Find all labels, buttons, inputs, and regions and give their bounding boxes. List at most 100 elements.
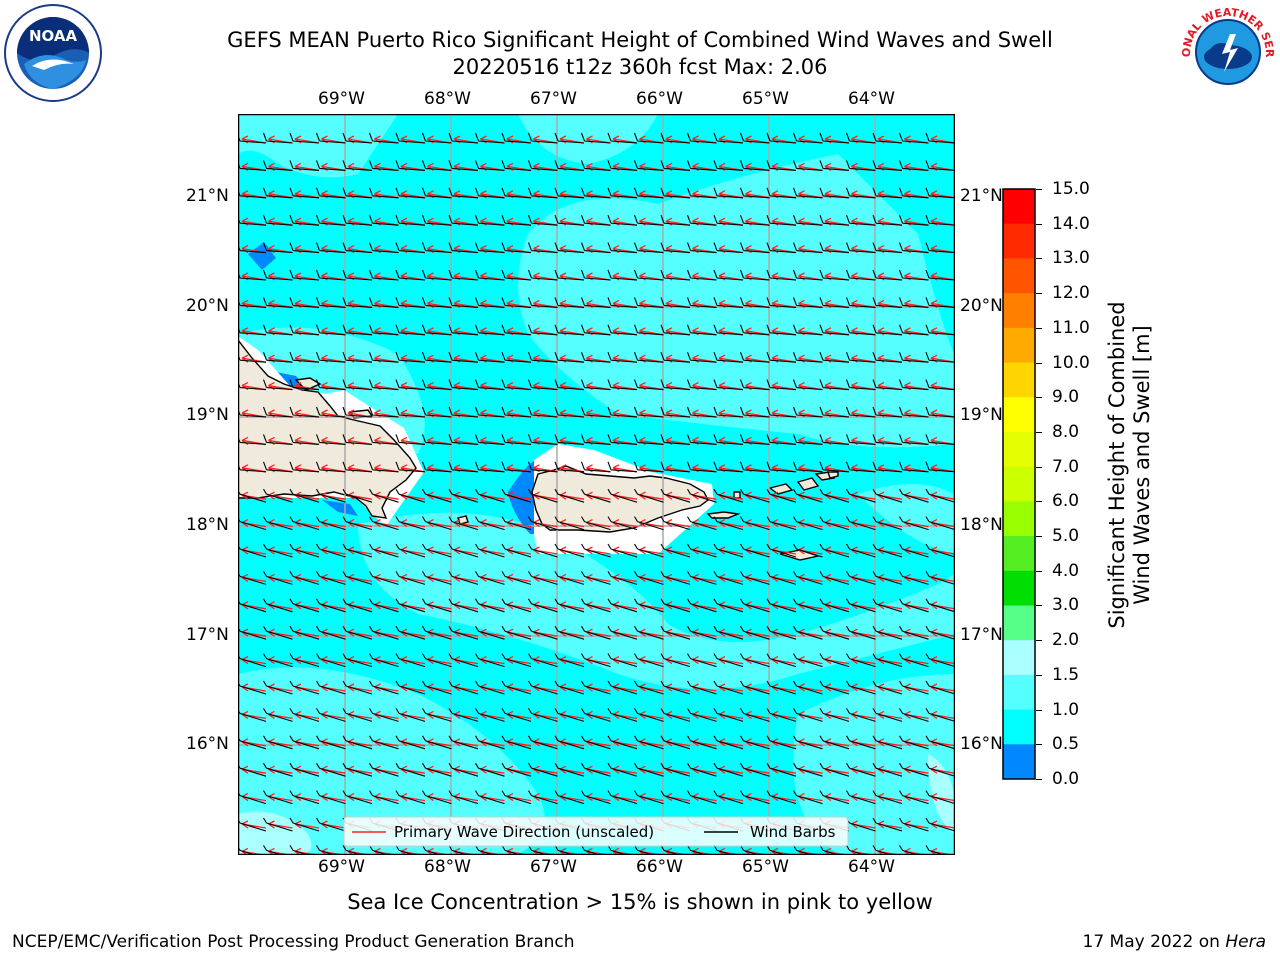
wind-barb (501, 160, 532, 171)
wind-barb (819, 790, 850, 805)
wind-barb (289, 488, 320, 503)
wave-direction-arrows (241, 135, 954, 854)
wind-barb (554, 543, 585, 558)
wind-barb (845, 215, 876, 226)
wind-barb (501, 571, 532, 585)
wind-barb (263, 516, 293, 531)
wind-barb (501, 352, 532, 363)
map-title: GEFS MEAN Puerto Rico Significant Height… (227, 28, 1053, 52)
wind-barb (819, 762, 850, 777)
wind-barb (766, 242, 797, 254)
wind-barb (448, 434, 479, 445)
wind-barb (581, 790, 611, 805)
wind-barb (740, 488, 770, 503)
wind-barb (819, 735, 850, 750)
wind-barb (687, 488, 717, 503)
wind-barb (607, 708, 638, 722)
wind-barb (713, 215, 744, 226)
wind-barb (634, 680, 664, 695)
wind-barb (342, 790, 373, 805)
wind-barb (713, 735, 744, 750)
wind-barb (686, 379, 717, 391)
wind-barb (528, 708, 558, 722)
wind-barb (634, 543, 664, 558)
wind-barb (527, 132, 558, 144)
wind-barb (925, 297, 954, 308)
wind-barb (766, 269, 797, 281)
wind-barb (448, 352, 479, 363)
wind-barb (421, 269, 452, 281)
wind-barb (687, 516, 717, 531)
wind-barb (899, 708, 929, 722)
colorbar-tick-mark (1036, 640, 1042, 642)
wind-barb (581, 680, 611, 695)
wind-barb (263, 708, 293, 722)
wind-barb (766, 625, 797, 640)
wind-barb (448, 680, 479, 695)
wind-barb (528, 571, 558, 585)
wind-barb (315, 160, 346, 171)
wind-barb (713, 434, 744, 445)
wind-barb (421, 132, 452, 144)
wind-barb (262, 215, 293, 226)
wind-barb (315, 187, 346, 199)
wind-barb (660, 708, 691, 722)
wind-barb (580, 297, 611, 308)
wind-barb (580, 160, 611, 171)
wind-barb (501, 598, 532, 613)
colorbar-tick-mark (1036, 674, 1042, 676)
wind-barb (263, 790, 293, 805)
wind-barb (792, 297, 823, 308)
wind-barb (899, 762, 929, 777)
wind-barb (581, 543, 611, 558)
wind-barb (792, 242, 823, 254)
wind-barb (554, 160, 585, 171)
wind-barb (819, 297, 850, 308)
wind-barb (819, 488, 850, 503)
wind-barb (289, 845, 307, 854)
lat-label-right: 21°N (960, 186, 1003, 206)
wind-barb (660, 571, 691, 585)
wind-barb (925, 653, 954, 667)
wind-barb (872, 543, 903, 558)
wind-barb (422, 708, 452, 722)
wind-barb (660, 406, 691, 418)
wind-barb (846, 625, 876, 640)
wind-barb (793, 543, 823, 558)
wind-barb (474, 352, 505, 363)
wind-barb (819, 379, 850, 391)
wind-barb (633, 406, 664, 418)
wind-barb (687, 790, 717, 805)
lat-label-right: 17°N (960, 625, 1003, 645)
wind-barb (872, 735, 903, 750)
colorbar-segment (1003, 466, 1035, 502)
wind-barb (475, 708, 505, 722)
wind-barb (316, 735, 346, 750)
wind-barb (421, 434, 452, 445)
wind-barb (395, 379, 426, 391)
wind-barb (925, 160, 954, 171)
wind-barb (872, 132, 903, 144)
wind-barb (554, 762, 585, 777)
wind-barb (687, 543, 717, 558)
wind-barb (766, 461, 797, 473)
wind-barb (607, 269, 638, 281)
wind-barb (872, 845, 890, 854)
wind-barb (766, 516, 797, 531)
wind-barb (448, 653, 479, 668)
wind-barb (846, 708, 876, 722)
wind-barb (713, 516, 744, 531)
wind-barb (792, 160, 823, 171)
wind-barb (766, 434, 797, 445)
wind-barb (660, 488, 691, 503)
wind-barb (634, 708, 664, 722)
wind-barb (846, 598, 876, 613)
wind-barb (527, 187, 558, 199)
wind-barb (263, 680, 293, 695)
wind-barb (660, 461, 691, 473)
wind-barb (925, 132, 954, 144)
wind-barb (580, 461, 611, 473)
wind-barb (448, 324, 479, 336)
wind-barb (475, 543, 505, 558)
wind-barb (581, 598, 611, 613)
